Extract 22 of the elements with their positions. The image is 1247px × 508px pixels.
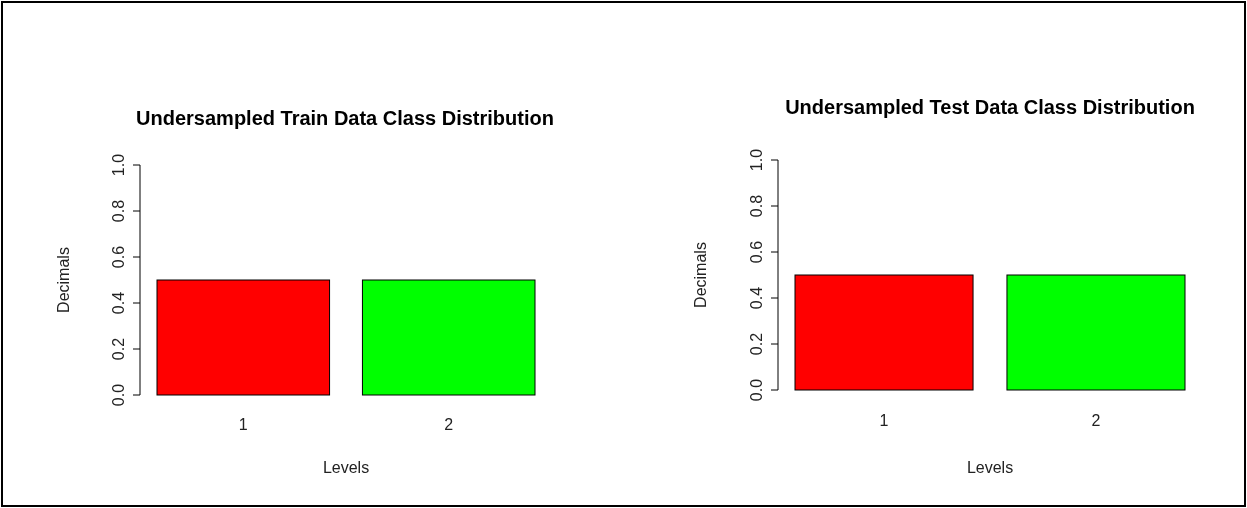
- y-tick-label: 0.2: [748, 332, 766, 356]
- y-tick-label: 1.0: [110, 153, 128, 177]
- chart-title: Undersampled Test Data Class Distribution: [785, 96, 1195, 118]
- y-axis-title: Decimals: [692, 242, 710, 308]
- y-tick-label: 0.4: [110, 291, 128, 315]
- x-tick-label: 2: [1091, 412, 1101, 429]
- y-tick-label: 0.8: [110, 199, 128, 223]
- y-tick-label: 0.4: [748, 286, 766, 310]
- y-tick-label: 0.6: [110, 245, 128, 269]
- y-tick-label: 0.2: [110, 337, 128, 361]
- y-tick-label: 0.0: [748, 378, 766, 402]
- x-axis-title: Levels: [966, 459, 1014, 476]
- x-tick-label: 1: [879, 412, 889, 429]
- x-tick-label: 2: [444, 416, 454, 433]
- y-axis-title: Decimals: [55, 247, 73, 313]
- y-tick-label: 0.8: [748, 194, 766, 218]
- y-tick-label: 0.0: [110, 383, 128, 407]
- x-axis-title: Levels: [322, 459, 370, 476]
- chart-title: Undersampled Train Data Class Distribution: [136, 107, 554, 129]
- x-tick-label: 1: [238, 416, 248, 433]
- y-tick-label: 0.6: [748, 240, 766, 264]
- y-tick-label: 1.0: [748, 148, 766, 172]
